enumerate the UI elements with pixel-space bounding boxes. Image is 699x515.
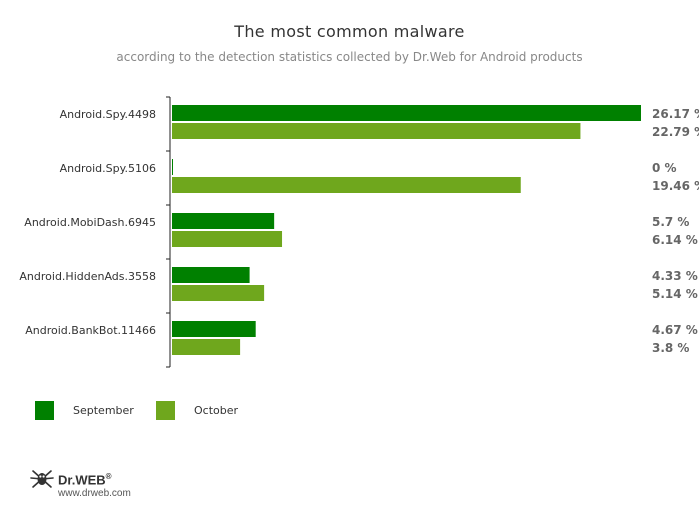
- legend-label-october: October: [194, 404, 239, 417]
- bar-october: [172, 123, 581, 139]
- category-label: Android.Spy.5106: [60, 162, 156, 175]
- category-label: Android.HiddenAds.3558: [19, 270, 156, 283]
- category-label: Android.MobiDash.6945: [24, 216, 156, 229]
- category-label: Android.Spy.4498: [60, 108, 156, 121]
- bar-september: [172, 321, 256, 337]
- bar-september: [172, 105, 641, 121]
- legend-swatch-october: [156, 401, 175, 420]
- bar-october: [172, 177, 521, 193]
- logo-text: Dr.WEB: [58, 472, 106, 488]
- bar-october: [172, 285, 265, 301]
- logo-url: www.drweb.com: [58, 488, 131, 499]
- category-label: Android.BankBot.11466: [25, 324, 156, 337]
- legend-label-september: September: [73, 404, 134, 417]
- value-label: 5.7 %: [652, 215, 689, 229]
- bar-chart: Android.Spy.4498 26.17 % 22.79 % Android.Sp…: [19, 96, 699, 368]
- value-label: 26.17 %: [652, 107, 699, 121]
- value-label: 4.33 %: [652, 269, 698, 283]
- legend-swatch-september: [35, 401, 54, 420]
- bar-september: [172, 159, 173, 175]
- value-label: 4.67 %: [652, 323, 698, 337]
- bar-september: [172, 267, 250, 283]
- value-label: 3.8 %: [652, 341, 689, 355]
- value-label: 5.14 %: [652, 287, 698, 301]
- chart-title: The most common malware: [234, 22, 465, 41]
- bar-october: [172, 339, 241, 355]
- value-label: 0 %: [652, 161, 677, 175]
- logo-wordmark: Dr.WEB®: [58, 472, 112, 487]
- value-label: 6.14 %: [652, 233, 698, 247]
- bar-september: [172, 213, 275, 229]
- value-label: 19.46 %: [652, 179, 699, 193]
- chart-subtitle: according to the detection statistics co…: [116, 50, 583, 64]
- value-label: 22.79 %: [652, 125, 699, 139]
- registered-mark: ®: [105, 472, 112, 481]
- dr-web-spider-icon: [30, 470, 54, 488]
- bar-october: [172, 231, 283, 247]
